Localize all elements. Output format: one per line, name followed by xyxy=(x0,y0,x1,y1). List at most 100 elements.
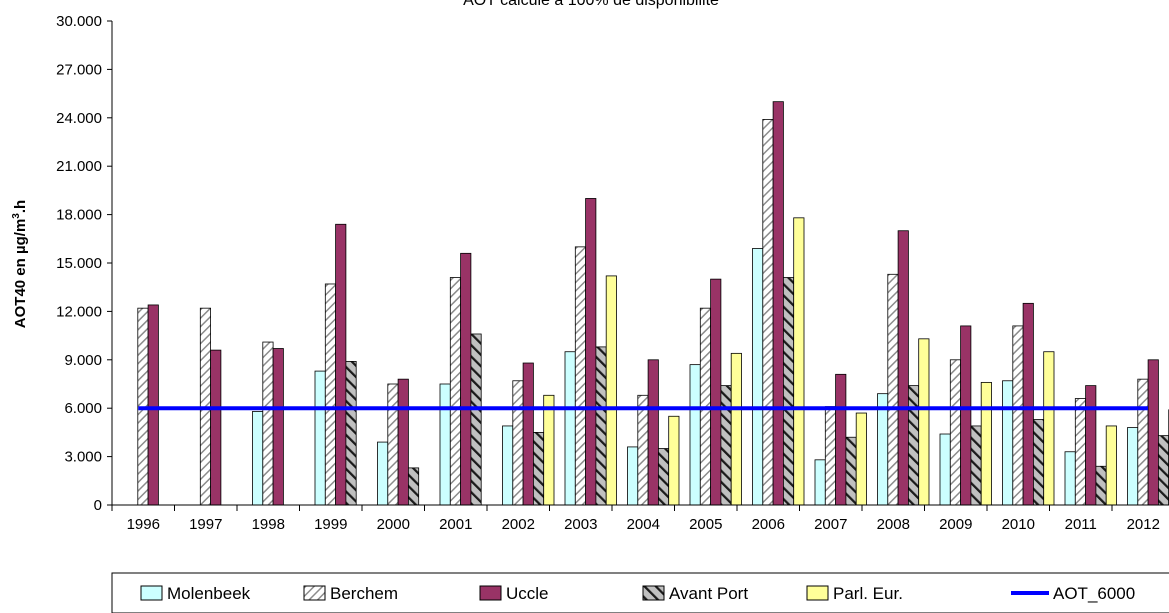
bar xyxy=(1147,359,1159,506)
bar xyxy=(377,441,389,506)
bar xyxy=(1074,398,1087,506)
bar xyxy=(730,352,742,506)
bar xyxy=(783,277,795,506)
legend-swatch xyxy=(642,585,665,601)
bar xyxy=(1127,427,1139,506)
bar xyxy=(814,459,826,506)
bar xyxy=(970,425,982,506)
x-tick-label: 2011 xyxy=(1065,516,1097,533)
bar xyxy=(407,467,420,506)
bar xyxy=(502,425,514,506)
legend-swatch xyxy=(806,585,829,601)
legend-label: Uccle xyxy=(506,584,549,603)
x-tick-label: 1997 xyxy=(189,516,222,533)
bar xyxy=(595,346,607,506)
bar xyxy=(314,370,326,506)
bar xyxy=(387,383,399,506)
bar xyxy=(949,359,961,506)
y-axis-label-superscript: 3 xyxy=(11,213,22,219)
bar xyxy=(210,349,222,506)
bar xyxy=(252,411,264,506)
x-tick-label: 2003 xyxy=(564,516,597,533)
bar xyxy=(272,348,284,506)
x-tick-label: 2012 xyxy=(1127,516,1160,533)
y-tick-label: 3.000 xyxy=(64,449,102,466)
x-tick-label: 2007 xyxy=(814,516,847,533)
legend-swatch xyxy=(140,585,163,601)
bar xyxy=(845,436,857,506)
bar xyxy=(605,275,617,506)
y-tick-label: 9.000 xyxy=(64,352,102,369)
bar xyxy=(543,394,555,506)
bar xyxy=(762,119,774,506)
x-tick-label: 2005 xyxy=(689,516,722,533)
bar xyxy=(1095,465,1107,506)
x-tick-label: 1999 xyxy=(314,516,347,533)
bar xyxy=(689,364,701,506)
bar xyxy=(512,380,524,506)
y-axis-label-main: AOT40 en µg/m xyxy=(12,219,29,329)
bar xyxy=(658,448,670,506)
x-tick-label: 2004 xyxy=(627,516,660,533)
bar xyxy=(324,283,336,506)
bar xyxy=(627,446,639,506)
bar xyxy=(897,230,909,506)
bar xyxy=(522,362,534,506)
bar xyxy=(1064,451,1076,506)
bar xyxy=(1033,419,1045,506)
bar xyxy=(1002,380,1014,506)
y-tick-label: 0 xyxy=(94,497,102,514)
x-tick-label: 2006 xyxy=(752,516,785,533)
bar xyxy=(793,217,805,506)
y-axis-ticks: 0 3.000 6.000 9.000 12.000 15.000 18.000 21.000… xyxy=(56,13,112,514)
x-tick-label: 1998 xyxy=(252,516,285,533)
y-tick-label: 24.000 xyxy=(56,110,102,127)
bar xyxy=(772,101,784,506)
bar xyxy=(960,325,972,506)
bar xyxy=(647,359,659,506)
x-tick-label: 2010 xyxy=(1002,516,1035,533)
y-tick-label: 12.000 xyxy=(56,303,102,320)
bar xyxy=(574,246,586,506)
bar xyxy=(908,385,920,506)
legend-label: Avant Port xyxy=(669,584,748,603)
bar xyxy=(1085,385,1097,506)
bar xyxy=(668,415,680,506)
bar xyxy=(1012,325,1024,506)
bar xyxy=(449,277,461,506)
bar xyxy=(835,373,847,506)
bar xyxy=(752,248,764,506)
bar xyxy=(918,338,930,506)
x-tick-label: 2008 xyxy=(877,516,910,533)
bar xyxy=(439,383,451,506)
bar xyxy=(1043,351,1055,506)
bar xyxy=(397,378,409,506)
bar xyxy=(262,341,274,506)
chart-title: AOT calculé à 100% de disponibilité xyxy=(463,0,719,9)
bar xyxy=(887,273,899,506)
bar xyxy=(147,304,159,506)
bar xyxy=(585,198,597,506)
bar xyxy=(1022,302,1034,506)
y-tick-label: 30.000 xyxy=(56,13,102,30)
bar xyxy=(470,333,482,506)
x-tick-label: 2009 xyxy=(939,516,972,533)
legend-label: Parl. Eur. xyxy=(833,584,903,603)
bars xyxy=(137,101,1169,506)
bar xyxy=(824,406,836,506)
bar xyxy=(877,393,889,506)
y-axis-label: AOT40 en µg/m3.h xyxy=(11,200,29,328)
bar xyxy=(345,361,357,506)
y-tick-label: 21.000 xyxy=(56,158,102,175)
y-tick-label: 27.000 xyxy=(56,61,102,78)
bar xyxy=(1158,435,1169,506)
legend-swatch xyxy=(479,585,502,601)
bar xyxy=(335,223,347,506)
x-tick-label: 2000 xyxy=(377,516,410,533)
bar xyxy=(855,412,867,506)
bar xyxy=(460,252,472,506)
x-tick-label: 2002 xyxy=(502,516,535,533)
bar xyxy=(637,394,649,506)
legend-label: Berchem xyxy=(330,584,398,603)
